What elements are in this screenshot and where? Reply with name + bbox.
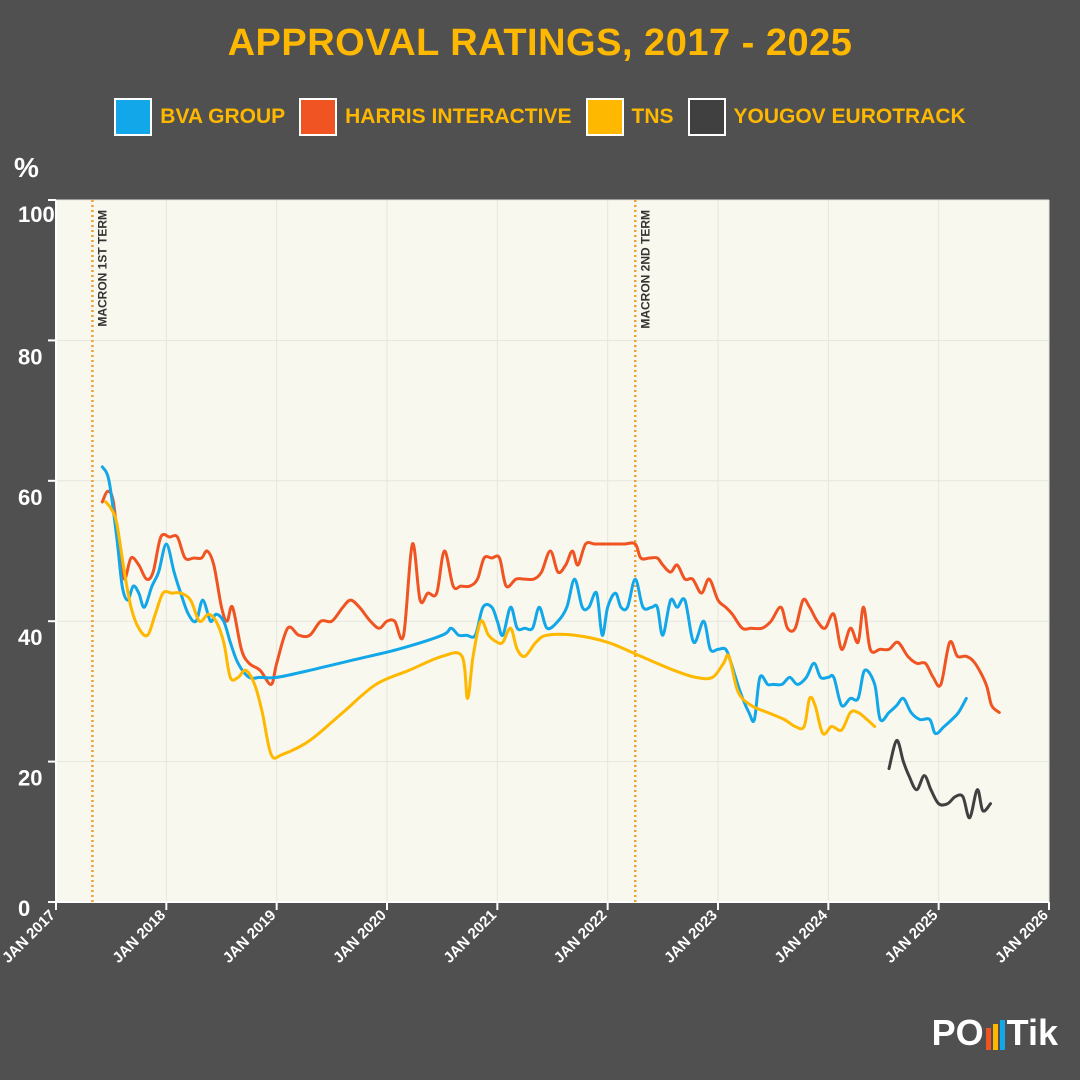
y-tick-label: 0	[18, 896, 30, 921]
brand-bar	[992, 1024, 998, 1050]
legend-label-harris: HARRIS INTERACTIVE	[345, 105, 572, 128]
x-tick-label: JAN 2025	[882, 907, 942, 967]
brand-bars-icon	[985, 1020, 1005, 1050]
legend-swatch-tns	[585, 98, 624, 136]
y-tick-label: 20	[18, 766, 42, 791]
legend-item-tns[interactable]: TNS	[585, 98, 674, 136]
brand-suffix: Tik	[1006, 1012, 1058, 1053]
chart-title: APPROVAL RATINGS, 2017 - 2025	[227, 22, 853, 64]
legend-label-tns: TNS	[631, 105, 674, 128]
x-tick-label: JAN 2024	[771, 906, 831, 966]
legend-swatch-harris	[299, 98, 338, 136]
y-tick-label: 80	[18, 344, 42, 369]
term-marker-label: MACRON 2ND TERM	[638, 210, 652, 329]
brand-bar	[985, 1028, 991, 1050]
politik-logo: PO Tik	[932, 1012, 1058, 1054]
x-tick-label: JAN 2022	[551, 907, 611, 967]
legend-label-yougov: YOUGOV EUROTRACK	[733, 105, 966, 128]
x-tick-label: JAN 2018	[109, 907, 169, 967]
legend-swatch-bva	[114, 98, 153, 136]
x-tick-label: JAN 2023	[661, 907, 721, 967]
y-tick-label: 100	[18, 202, 55, 227]
legend-item-yougov[interactable]: YOUGOV EUROTRACK	[687, 98, 966, 136]
x-tick-label: JAN 2020	[330, 907, 390, 967]
brand-prefix: PO	[931, 1012, 984, 1053]
series-line-harris-interactive	[100, 489, 1001, 714]
brand-bar	[999, 1020, 1005, 1050]
x-tick-label: JAN 2026	[992, 907, 1052, 967]
y-axis-unit-label: %	[14, 152, 39, 183]
term-marker-label: MACRON 1ST TERM	[95, 210, 109, 327]
series-line-yougov-eurotrack	[887, 738, 992, 820]
legend-item-harris[interactable]: HARRIS INTERACTIVE	[299, 98, 572, 136]
x-tick-label: JAN 2019	[220, 907, 280, 967]
x-tick-label: JAN 2021	[440, 907, 500, 967]
y-tick-label: 40	[18, 625, 42, 650]
chart-legend: BVA GROUP HARRIS INTERACTIVE TNS YOUGOV …	[0, 98, 1080, 136]
legend-swatch-yougov	[687, 98, 726, 136]
y-tick-label: 60	[18, 485, 42, 510]
series-line-bva-group	[100, 465, 968, 736]
series-line-tns	[104, 500, 877, 760]
legend-item-bva[interactable]: BVA GROUP	[114, 98, 285, 136]
legend-label-bva: BVA GROUP	[160, 105, 286, 128]
